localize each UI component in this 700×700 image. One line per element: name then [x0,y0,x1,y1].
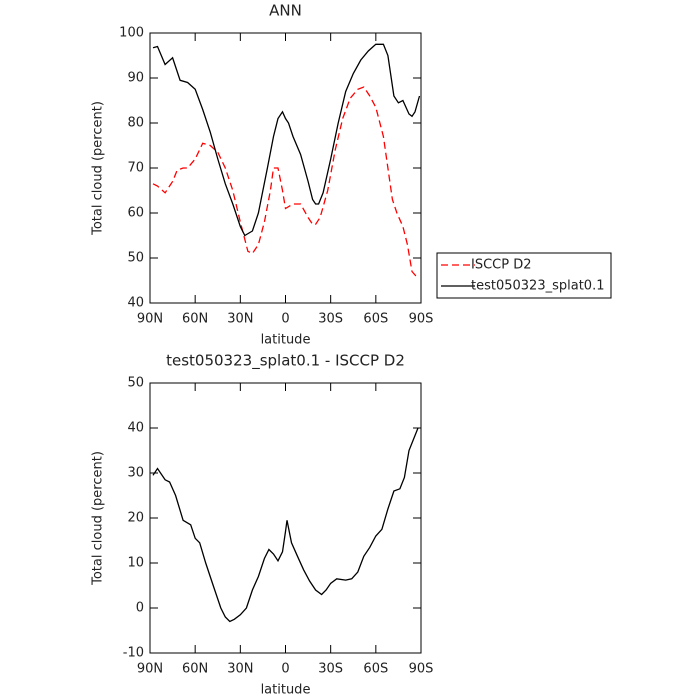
x-tick-label: 60N [182,662,208,677]
x-tick-label: 30N [227,312,253,327]
y-tick-label: 60 [127,206,144,221]
x-axis-label: latitude [261,683,311,698]
x-axis-label: latitude [261,333,311,348]
legend-label: ISCCP D2 [471,258,532,273]
x-tick-label: 30S [318,312,343,327]
y-axis-label: Total cloud (percent) [91,101,106,236]
series-line [152,43,421,237]
y-tick-label: 100 [119,26,144,41]
x-tick-label: 90S [409,312,434,327]
y-axis-label: Total cloud (percent) [91,451,106,586]
x-tick-label: 0 [281,662,289,677]
x-tick-label: 90S [409,662,434,677]
x-tick-label: 90N [137,662,163,677]
y-tick-label: 50 [127,376,144,391]
y-tick-label: -10 [123,646,144,661]
plot-frame [149,32,422,304]
y-tick-label: 50 [127,251,144,266]
x-tick-label: 30N [227,662,253,677]
x-tick-label: 30S [318,662,343,677]
y-tick-label: 30 [127,466,144,481]
y-tick-label: 90 [127,71,144,86]
plot-frame [149,382,422,654]
x-tick-label: 90N [137,312,163,327]
y-tick-label: 70 [127,161,144,176]
y-tick-label: 20 [127,511,144,526]
y-tick-label: 40 [127,296,144,311]
x-tick-label: 60S [363,312,388,327]
y-tick-label: 40 [127,421,144,436]
chart-title: ANN [269,2,302,20]
y-tick-label: 0 [136,601,144,616]
series-line [152,427,419,623]
chart-title: test050323_splat0.1 - ISCCP D2 [166,352,405,371]
x-tick-label: 0 [281,312,289,327]
legend-box [436,252,612,299]
x-tick-label: 60S [363,662,388,677]
y-tick-label: 80 [127,116,144,131]
x-tick-label: 60N [182,312,208,327]
series-line [152,86,419,279]
y-tick-label: 10 [127,556,144,571]
legend-label: test050323_splat0.1 [471,279,604,294]
